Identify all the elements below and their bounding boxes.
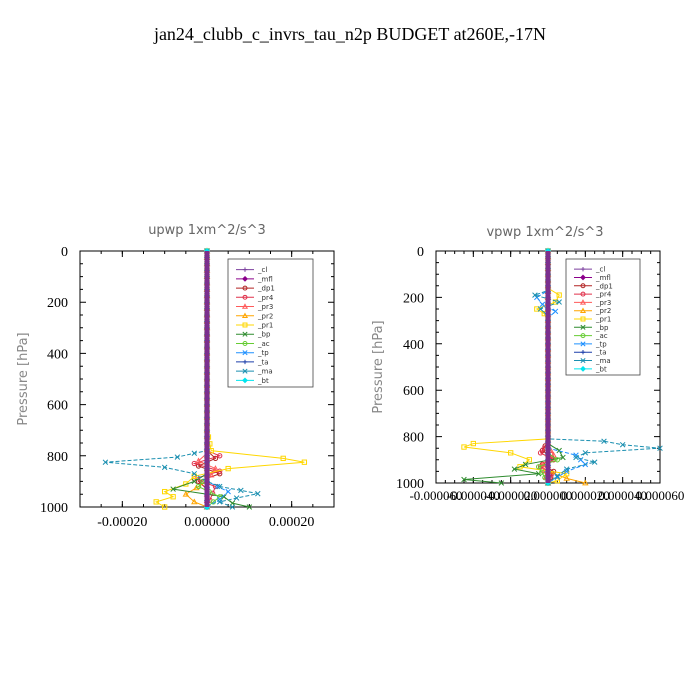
legend-entry: _pr2: [595, 307, 611, 315]
legend: _cl_mfl _dp1_pr4_pr3_pr2 _pr1_bp_ac_tp_ta _…: [227, 258, 314, 388]
y-tick-label: 1000: [396, 477, 424, 492]
x-tick-label: -0.000040: [447, 488, 500, 503]
y-tick-label: 800: [47, 450, 68, 465]
legend-entry: _pr4: [595, 291, 612, 299]
x-tick-label: 0.000040: [598, 488, 647, 503]
legend-entry: _pr1: [595, 316, 611, 324]
legend-entry: _pr1: [257, 322, 273, 330]
series-line: [533, 251, 661, 484]
legend: _cl_mfl_dp1_pr4_pr3_pr2_pr1_bp_ac_tp_ta_…: [565, 258, 641, 376]
legend-entry: _cl: [595, 266, 605, 274]
y-tick-label: 400: [403, 338, 424, 353]
legend-entry: _cl: [257, 266, 267, 274]
legend-entry: _pr3: [595, 299, 611, 307]
x-tick-label: -0.000020: [484, 488, 537, 503]
legend-entry: _ta: [595, 349, 607, 357]
legend-entry: _pr4: [257, 294, 274, 302]
legend-entry: _dp1: [257, 285, 275, 293]
legend-entry: _ta: [257, 358, 269, 366]
legend-entry: _bt: [595, 365, 607, 373]
legend-entry: _ma: [257, 368, 273, 376]
legend-entry: _tp: [257, 349, 269, 357]
legend-entry: _ma: [595, 357, 611, 365]
x-tick-label: 0.00000: [184, 515, 230, 530]
series-line: [105, 251, 258, 508]
series-line: [154, 251, 305, 508]
y-tick-label: 600: [403, 384, 424, 399]
y-tick-label: 0: [61, 245, 68, 260]
y-tick-label: 0: [417, 245, 424, 260]
vpwp-panel-title: vpwp 1xm^2/s^3: [486, 225, 603, 240]
y-tick-label: 400: [47, 347, 68, 362]
legend-entry: _bt: [257, 377, 269, 385]
series-pr1: [461, 248, 570, 486]
upwp-panel-title: upwp 1xm^2/s^3: [148, 223, 266, 238]
legend-entry: _ac: [595, 332, 608, 340]
legend-entry: _bp: [257, 331, 271, 339]
legend-entry: _mfl: [595, 274, 611, 282]
zero-stack-column: [204, 251, 210, 507]
legend-entry: _tp: [595, 340, 607, 348]
vpwp-y-axis-label: Pressure [hPa]: [371, 320, 386, 413]
x-tick-label: -0.00020: [97, 515, 147, 530]
upwp-panel: upwp 1xm^2/s^3 Pressure [hPa] 0 200 400 600…: [16, 223, 335, 530]
legend-entry: _mfl: [257, 275, 273, 283]
x-tick-label: 0.00020: [269, 515, 315, 530]
vpwp-panel: vpwp 1xm^2/s^3 Pressure [hPa] 0 200 400 600…: [371, 225, 684, 503]
x-tick-label: -0.000060: [409, 488, 462, 503]
series-line: [184, 251, 208, 508]
zero-stack-column: [545, 251, 551, 483]
legend-entry: _dp1: [595, 282, 613, 290]
y-tick-label: 200: [47, 296, 68, 311]
x-tick-label: 0.000060: [636, 488, 685, 503]
y-tick-label: 600: [47, 399, 68, 414]
legend-entry: _pr3: [257, 303, 273, 311]
upwp-y-axis-label: Pressure [hPa]: [16, 332, 31, 425]
legend-entry: _bp: [595, 324, 609, 332]
legend-entry: _ac: [257, 340, 270, 348]
x-tick-label: 0.000000: [524, 488, 573, 503]
legend-entry: _pr2: [257, 312, 273, 320]
y-tick-label: 800: [403, 431, 424, 446]
x-tick-label: 0.000020: [561, 488, 610, 503]
figure-title: jan24_clubb_c_invrs_tau_n2p BUDGET at260…: [153, 24, 546, 44]
y-tick-label: 1000: [40, 501, 68, 516]
y-tick-label: 200: [403, 291, 424, 306]
